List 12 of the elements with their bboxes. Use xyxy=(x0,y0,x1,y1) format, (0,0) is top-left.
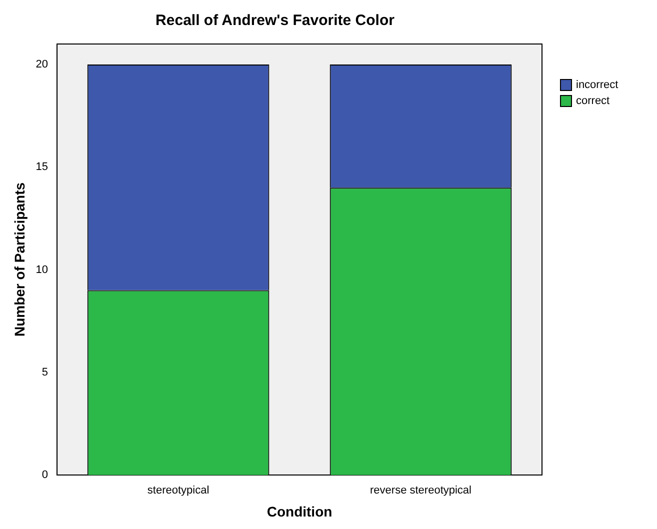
x-axis-title: Condition xyxy=(266,503,332,520)
y-tick-label: 10 xyxy=(36,264,48,276)
chart-title: Recall of Andrew's Favorite Color xyxy=(156,12,395,30)
y-tick-label: 20 xyxy=(36,58,48,71)
y-axis-title: Number of Participants xyxy=(11,182,28,337)
y-tick-label: 5 xyxy=(42,366,48,378)
y-tick-label: 0 xyxy=(42,469,48,482)
legend-label: incorrect xyxy=(576,78,618,90)
x-tick-label: stereotypical xyxy=(147,484,210,497)
y-tick-label: 15 xyxy=(36,161,48,174)
x-tick-label: reverse stereotypical xyxy=(370,484,472,497)
text: correct xyxy=(576,94,610,106)
